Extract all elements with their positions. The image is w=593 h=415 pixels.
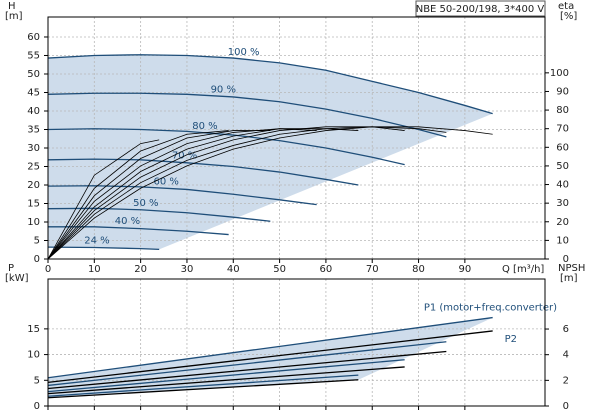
y2-axis-label: NPSH xyxy=(558,263,585,274)
efficiency-curve xyxy=(47,128,359,260)
title-box xyxy=(415,0,546,17)
efficiency-curve xyxy=(47,130,229,260)
y-tick-label: 60 xyxy=(27,32,40,43)
series-line xyxy=(47,158,359,186)
efficiency-curve xyxy=(47,130,271,260)
series-line xyxy=(47,330,493,383)
y-tick-label: 0 xyxy=(34,401,40,412)
efficiency-curve xyxy=(47,126,405,260)
y2-tick-label: 0 xyxy=(563,401,569,412)
y2-tick-label: 2 xyxy=(563,375,569,386)
series-label: 100 % xyxy=(228,47,260,58)
y2-tick-label: 20 xyxy=(556,217,569,228)
series-label: 90 % xyxy=(211,84,236,95)
series-line xyxy=(47,341,447,387)
y-axis-unit: [m] xyxy=(5,11,23,22)
y-axis-unit: [kW] xyxy=(5,273,29,284)
y-axis-label: H xyxy=(8,1,16,12)
series-label: 80 % xyxy=(192,121,217,132)
series-line xyxy=(47,246,160,251)
series-line xyxy=(47,359,405,393)
y2-tick-label: 40 xyxy=(556,180,569,191)
y-tick-label: 50 xyxy=(27,69,40,80)
series-label: 60 % xyxy=(154,176,179,187)
operating-range xyxy=(48,54,493,250)
series-line xyxy=(47,374,359,397)
y-tick-label: 45 xyxy=(27,87,40,98)
efficiency-curve xyxy=(47,126,447,260)
series-line xyxy=(47,128,405,166)
x-tick-label: 80 xyxy=(412,264,425,275)
y2-tick-label: 70 xyxy=(556,124,569,135)
efficiency-curve xyxy=(47,139,160,260)
y-tick-label: 10 xyxy=(27,217,40,228)
x-tick-label: 90 xyxy=(459,264,472,275)
x-tick-label: 10 xyxy=(88,264,101,275)
y2-axis-unit: [m] xyxy=(560,273,578,284)
y-tick-label: 15 xyxy=(27,324,40,335)
efficiency-curve xyxy=(47,126,493,260)
y-tick-label: 20 xyxy=(27,180,40,191)
series-line xyxy=(47,379,359,399)
y2-axis-label: eta xyxy=(558,1,574,12)
y2-tick-label: 50 xyxy=(556,161,569,172)
y2-tick-label: 30 xyxy=(556,198,569,209)
chart-title: NBE 50-200/198, 3*400 V xyxy=(416,4,545,15)
series-label: 40 % xyxy=(115,216,140,227)
series-line xyxy=(47,366,405,395)
y2-tick-label: 0 xyxy=(563,254,569,265)
x-tick-label: 70 xyxy=(366,264,379,275)
series-label: 50 % xyxy=(133,198,158,209)
series-line xyxy=(47,54,493,115)
y2-axis-unit: [%] xyxy=(560,11,577,22)
series-line xyxy=(47,207,271,222)
x-axis-label: Q [m³/h] xyxy=(502,264,544,275)
y2-tick-label: 6 xyxy=(563,324,569,335)
y-tick-label: 5 xyxy=(34,235,40,246)
series-label: P1 (motor+freq.converter) xyxy=(424,303,557,314)
series-line xyxy=(47,185,317,206)
y-tick-label: 15 xyxy=(27,198,40,209)
y2-tick-label: 80 xyxy=(556,105,569,116)
y-tick-label: 10 xyxy=(27,350,40,361)
series-line xyxy=(47,316,493,379)
y-tick-label: 30 xyxy=(27,143,40,154)
y2-tick-label: 60 xyxy=(556,142,569,153)
series-label: 24 % xyxy=(84,236,109,247)
y-tick-label: 0 xyxy=(34,254,40,265)
x-tick-label: 0 xyxy=(45,264,51,275)
y-tick-label: 40 xyxy=(27,106,40,117)
y-tick-label: 35 xyxy=(27,124,40,135)
series-label: P2 xyxy=(505,334,517,345)
y-tick-label: 5 xyxy=(34,375,40,386)
x-tick-label: 60 xyxy=(320,264,333,275)
y2-tick-label: 100 xyxy=(550,68,569,79)
y2-tick-label: 10 xyxy=(556,235,569,246)
x-tick-label: 30 xyxy=(181,264,194,275)
x-tick-label: 50 xyxy=(273,264,286,275)
x-tick-label: 20 xyxy=(134,264,147,275)
plot-frame xyxy=(47,16,546,260)
series-line xyxy=(47,92,447,138)
y-tick-label: 25 xyxy=(27,161,40,172)
y-tick-label: 55 xyxy=(27,50,40,61)
series-line xyxy=(47,350,447,390)
efficiency-curve xyxy=(47,128,317,260)
y-axis-label: P xyxy=(8,263,14,274)
plot-frame xyxy=(47,278,546,407)
x-tick-label: 40 xyxy=(227,264,240,275)
y2-tick-label: 4 xyxy=(563,350,569,361)
y2-tick-label: 90 xyxy=(556,86,569,97)
